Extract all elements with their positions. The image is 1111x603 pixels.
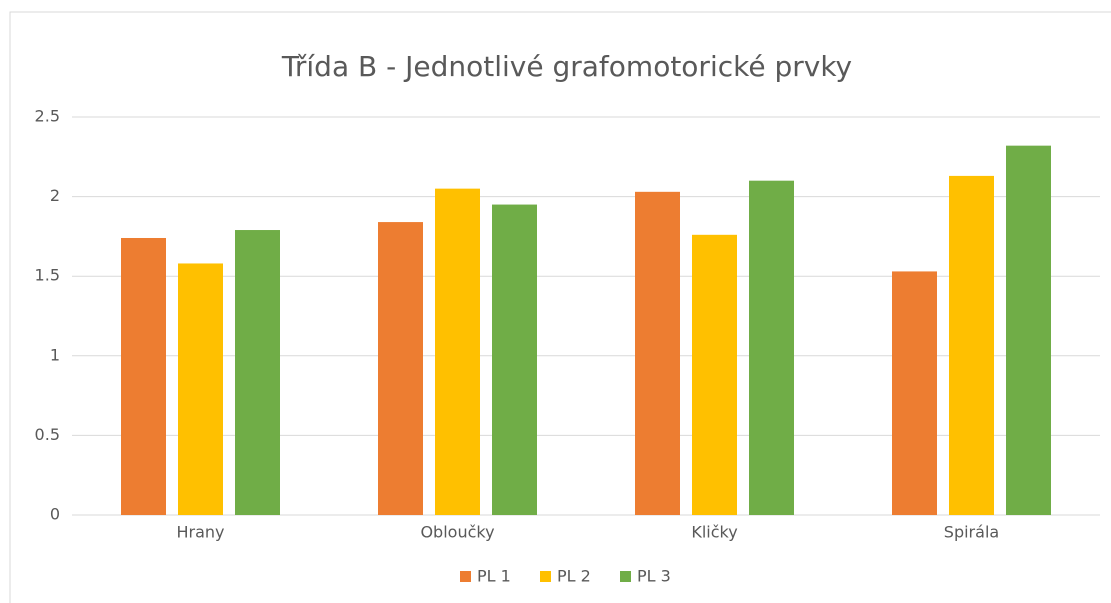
- bar: [749, 180, 794, 515]
- legend-swatch: [540, 571, 551, 582]
- bar: [692, 234, 737, 516]
- x-tick-label: Kličky: [691, 523, 737, 542]
- y-tick-label: 0: [50, 505, 60, 524]
- legend-swatch: [460, 571, 471, 582]
- bar: [235, 230, 280, 516]
- y-tick-label: 0.5: [35, 425, 60, 444]
- bar: [949, 175, 994, 516]
- y-tick-label: 1.5: [35, 266, 60, 285]
- legend-swatch: [620, 571, 631, 582]
- y-tick-label: 1: [50, 345, 60, 364]
- bar: [492, 204, 537, 515]
- legend-label: PL 2: [557, 567, 591, 586]
- bar: [178, 263, 223, 515]
- x-tick-label: Hrany: [176, 523, 224, 542]
- bar: [121, 237, 166, 515]
- bar: [378, 222, 423, 515]
- legend-label: PL 1: [477, 567, 511, 586]
- chart-border: [9, 11, 1111, 603]
- x-tick-label: Obloučky: [420, 523, 494, 542]
- legend-label: PL 3: [637, 567, 671, 586]
- bar: [1006, 145, 1051, 515]
- x-tick-label: Spirála: [944, 523, 999, 542]
- bar: [635, 191, 680, 515]
- y-tick-label: 2.5: [35, 107, 60, 126]
- y-tick-label: 2: [50, 186, 60, 205]
- chart-title: Třída B - Jednotlivé grafomotorické prvk…: [281, 50, 852, 83]
- bar: [435, 188, 480, 515]
- bar: [892, 271, 937, 515]
